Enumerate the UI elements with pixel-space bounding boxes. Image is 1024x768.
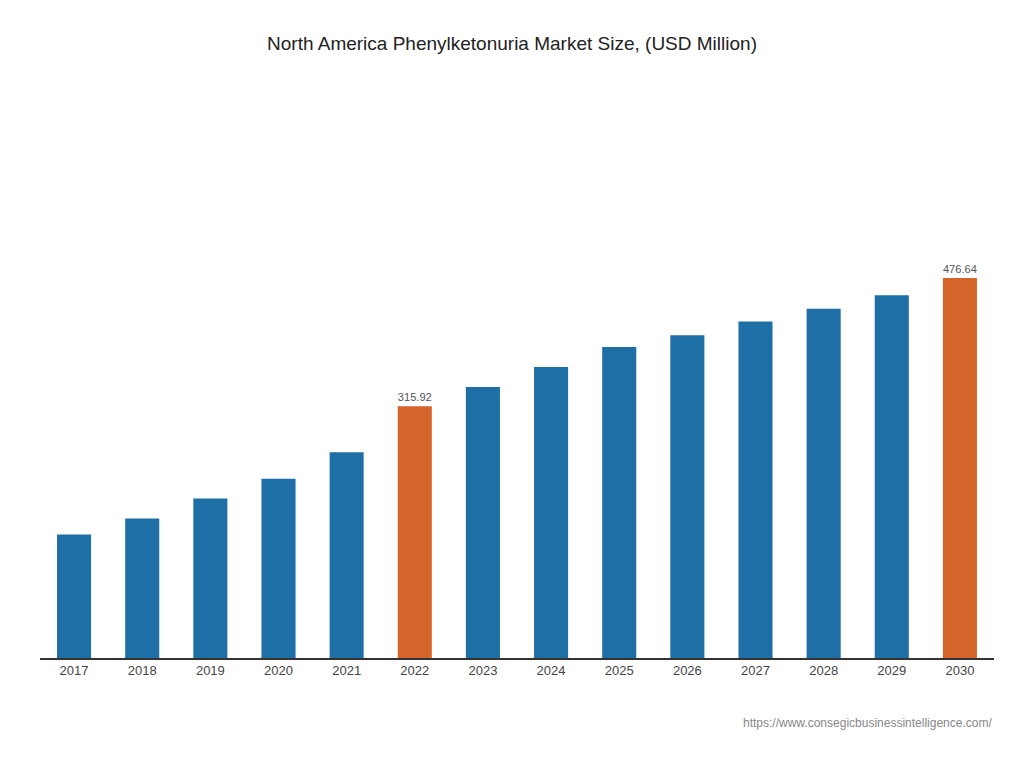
svg-text:2020: 2020 bbox=[264, 663, 293, 678]
svg-text:2017: 2017 bbox=[60, 663, 89, 678]
svg-text:2027: 2027 bbox=[741, 663, 770, 678]
svg-text:2023: 2023 bbox=[468, 663, 497, 678]
svg-text:2026: 2026 bbox=[673, 663, 702, 678]
svg-text:2021: 2021 bbox=[332, 663, 361, 678]
svg-text:315.92: 315.92 bbox=[398, 391, 432, 403]
svg-text:2028: 2028 bbox=[809, 663, 838, 678]
svg-text:2022: 2022 bbox=[400, 663, 429, 678]
svg-text:476.64: 476.64 bbox=[943, 263, 977, 275]
svg-text:2024: 2024 bbox=[537, 663, 566, 678]
svg-text:2025: 2025 bbox=[605, 663, 634, 678]
svg-text:2018: 2018 bbox=[128, 663, 157, 678]
svg-text:2030: 2030 bbox=[945, 663, 974, 678]
svg-text:North America Phenylketonuria: North America Phenylketonuria Market Siz… bbox=[267, 33, 757, 54]
svg-text:2029: 2029 bbox=[877, 663, 906, 678]
svg-text:https://www.consegicbusinessin: https://www.consegicbusinessintelligence… bbox=[743, 716, 992, 730]
svg-text:2019: 2019 bbox=[196, 663, 225, 678]
